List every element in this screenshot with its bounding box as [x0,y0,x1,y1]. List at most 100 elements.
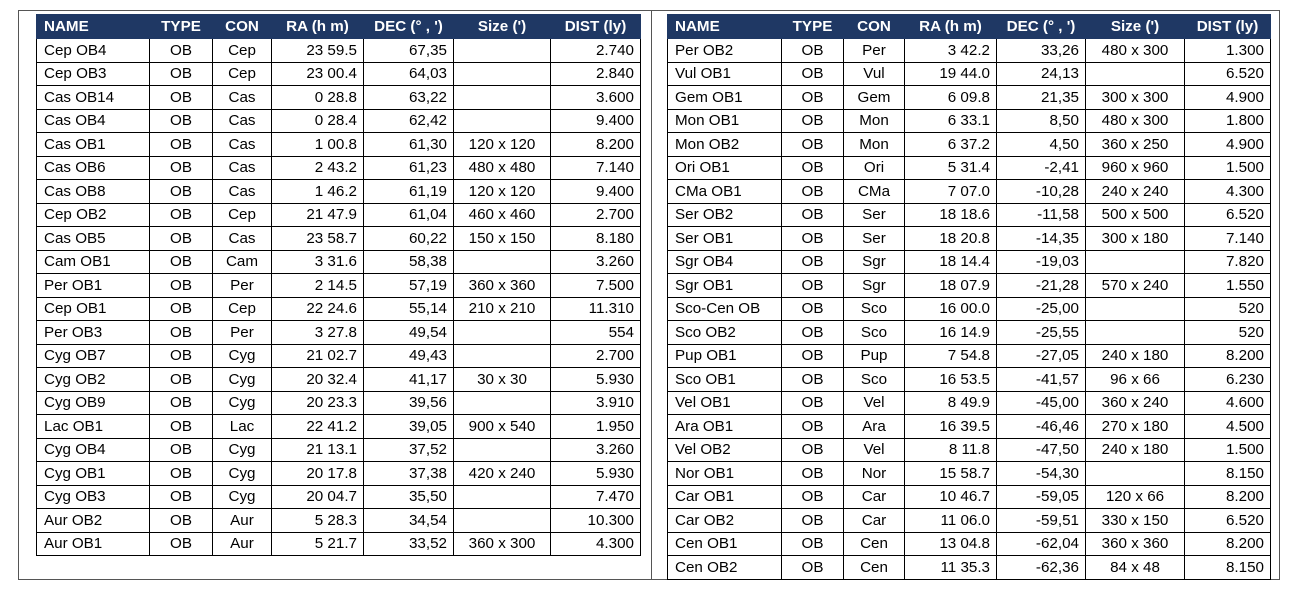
cell-type: OB [149,320,213,345]
cell-ra: 0 28.4 [271,108,364,133]
cell-dist: 1.550 [1184,273,1271,298]
cell-ra: 16 14.9 [904,320,997,345]
cell-type: OB [149,390,213,415]
table-row: Cyg OB1 OB Cyg 20 17.8 37,38 420 x 240 5.930 [36,461,641,486]
cell-ra: 22 24.6 [271,296,364,321]
cell-dec: 39,05 [363,414,454,439]
table-row: Gem OB1 OB Gem 6 09.8 21,35 300 x 300 4.900 [667,85,1271,110]
cell-constellation: Cyg [212,484,272,509]
cell-size: 84 x 48 [1085,555,1185,580]
cell-type: OB [149,249,213,274]
cell-dist: 7.820 [1184,249,1271,274]
cell-name: Cep OB3 [36,61,150,86]
cell-ra: 7 07.0 [904,179,997,204]
table-row: Cep OB4 OB Cep 23 59.5 67,35 2.740 [36,38,641,63]
cell-dist: 7.500 [550,273,641,298]
cell-dist: 3.260 [550,249,641,274]
table-row: Sgr OB4 OB Sgr 18 14.4 -19,03 7.820 [667,249,1271,274]
cell-size: 360 x 240 [1085,390,1185,415]
table-row: Cen OB1 OB Cen 13 04.8 -62,04 360 x 360 8.200 [667,531,1271,556]
cell-dist: 520 [1184,320,1271,345]
table-row: Sgr OB1 OB Sgr 18 07.9 -21,28 570 x 240 1.550 [667,273,1271,298]
cell-size: 480 x 300 [1085,108,1185,133]
cell-name: Cep OB2 [36,202,150,227]
table-row: Ser OB1 OB Ser 18 20.8 -14,35 300 x 180 7.140 [667,226,1271,251]
cell-size: 240 x 240 [1085,179,1185,204]
cell-type: OB [149,38,213,63]
cell-size [453,320,551,345]
cell-type: OB [149,226,213,251]
cell-name: Sgr OB1 [667,273,782,298]
cell-dec: -14,35 [996,226,1086,251]
cell-constellation: Per [212,273,272,298]
cell-constellation: Sgr [843,273,905,298]
cell-size [1085,461,1185,486]
cell-name: CMa OB1 [667,179,782,204]
frame-divider [651,10,652,580]
cell-type: OB [781,155,844,180]
cell-ra: 11 06.0 [904,508,997,533]
cell-type: OB [781,343,844,368]
cell-constellation: Sco [843,296,905,321]
cell-ra: 21 47.9 [271,202,364,227]
cell-name: Cep OB4 [36,38,150,63]
cell-dec: 61,23 [363,155,454,180]
cell-name: Cas OB1 [36,132,150,157]
cell-size: 570 x 240 [1085,273,1185,298]
column-header-name: NAME [667,14,782,39]
cell-size: 500 x 500 [1085,202,1185,227]
cell-constellation: Cyg [212,390,272,415]
cell-constellation: Cam [212,249,272,274]
column-header-size: Size (') [453,14,551,39]
cell-dec: 33,52 [363,531,454,556]
cell-dec: 63,22 [363,85,454,110]
cell-dist: 554 [550,320,641,345]
cell-dec: -46,46 [996,414,1086,439]
cell-dec: 34,54 [363,508,454,533]
cell-constellation: Lac [212,414,272,439]
cell-type: OB [149,508,213,533]
table-row: Cas OB5 OB Cas 23 58.7 60,22 150 x 150 8.180 [36,226,641,251]
table-row: Ara OB1 OB Ara 16 39.5 -46,46 270 x 180 4.500 [667,414,1271,439]
cell-dist: 4.900 [1184,132,1271,157]
cell-dec: 49,43 [363,343,454,368]
cell-type: OB [781,531,844,556]
cell-size [453,343,551,368]
cell-type: OB [149,61,213,86]
cell-dist: 3.260 [550,437,641,462]
cell-name: Aur OB2 [36,508,150,533]
cell-name: Per OB1 [36,273,150,298]
cell-name: Aur OB1 [36,531,150,556]
column-header-dist: DIST (ly) [1184,14,1271,39]
table-row: Vel OB1 OB Vel 8 49.9 -45,00 360 x 240 4.600 [667,390,1271,415]
cell-size: 240 x 180 [1085,437,1185,462]
cell-size: 210 x 210 [453,296,551,321]
cell-type: OB [781,202,844,227]
cell-dec: 58,38 [363,249,454,274]
cell-ra: 20 17.8 [271,461,364,486]
cell-size: 960 x 960 [1085,155,1185,180]
cell-dec: 39,56 [363,390,454,415]
cell-dist: 8.200 [1184,484,1271,509]
cell-dist: 6.230 [1184,367,1271,392]
table-row: Vul OB1 OB Vul 19 44.0 24,13 6.520 [667,61,1271,86]
cell-name: Ser OB1 [667,226,782,251]
cell-dec: -62,36 [996,555,1086,580]
cell-constellation: Sco [843,367,905,392]
right-table-container: NAME TYPE CON RA (h m) DEC (° , ') Size (') DI… [667,14,1271,580]
cell-dist: 7.140 [550,155,641,180]
cell-size [1085,61,1185,86]
table-row: Cyg OB4 OB Cyg 21 13.1 37,52 3.260 [36,437,641,462]
cell-size: 900 x 540 [453,414,551,439]
cell-dec: 61,04 [363,202,454,227]
cell-ra: 18 07.9 [904,273,997,298]
cell-dist: 2.700 [550,202,641,227]
cell-ra: 3 27.8 [271,320,364,345]
cell-dec: -21,28 [996,273,1086,298]
cell-dec: -2,41 [996,155,1086,180]
cell-ra: 5 31.4 [904,155,997,180]
cell-dist: 4.500 [1184,414,1271,439]
cell-size [453,390,551,415]
cell-name: Ara OB1 [667,414,782,439]
cell-size [453,38,551,63]
